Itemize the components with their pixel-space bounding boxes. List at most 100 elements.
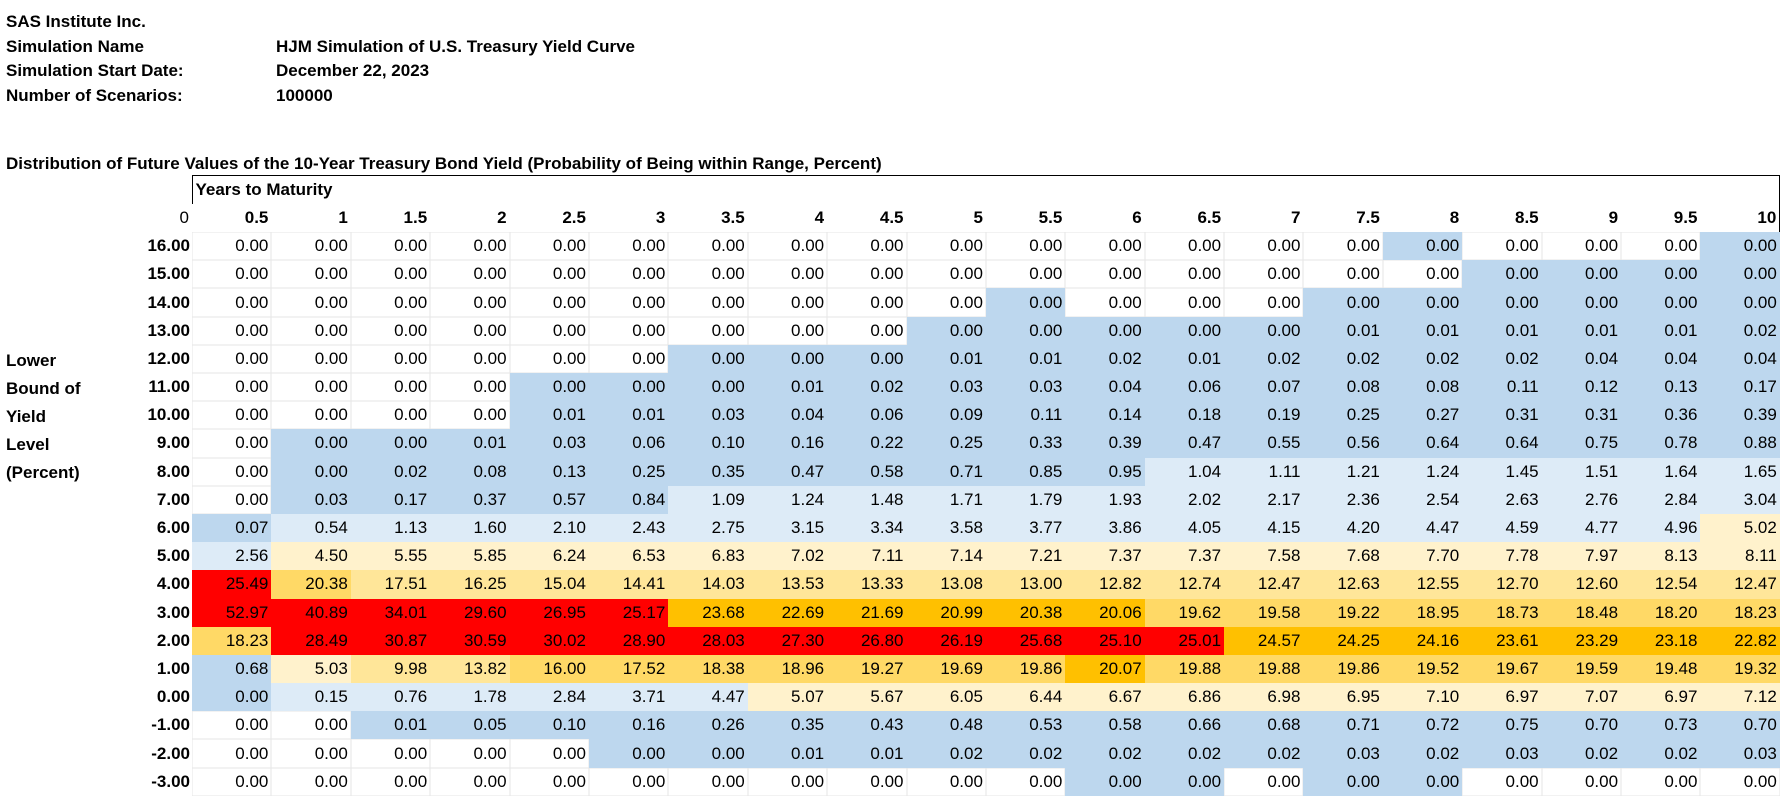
heatmap-cell: 0.01 bbox=[1462, 316, 1542, 345]
heatmap-cell: 0.01 bbox=[588, 401, 669, 430]
heatmap-cell: 0.00 bbox=[1541, 288, 1622, 317]
heatmap-cell: 6.05 bbox=[906, 683, 986, 712]
heatmap-cell: 24.57 bbox=[1224, 626, 1304, 655]
heatmap-cell: 0.01 bbox=[747, 373, 828, 402]
heatmap-cell: 25.17 bbox=[588, 598, 669, 627]
heatmap-cell: 0.00 bbox=[985, 288, 1066, 317]
heatmap-cell: 4.77 bbox=[1541, 513, 1622, 543]
heatmap-cell: 0.04 bbox=[747, 401, 828, 430]
heatmap-cell: 25.49 bbox=[192, 570, 272, 599]
column-header: 7.5 bbox=[1356, 207, 1380, 227]
heatmap-cell: 0.00 bbox=[192, 232, 272, 261]
heatmap-cell: 3.34 bbox=[827, 513, 907, 543]
heatmap-cell: 18.23 bbox=[1700, 598, 1780, 627]
heatmap-cell: 6.97 bbox=[1462, 683, 1542, 712]
heatmap-cell: 0.00 bbox=[1065, 767, 1145, 796]
heatmap-cell: 6.53 bbox=[588, 542, 669, 571]
row-label: 13.00 bbox=[147, 320, 190, 340]
heatmap-cell: 0.43 bbox=[827, 711, 907, 740]
heatmap-cell: 19.48 bbox=[1621, 654, 1701, 684]
heatmap-cell: 0.03 bbox=[1462, 739, 1542, 768]
heatmap-cell: 0.01 bbox=[1541, 316, 1622, 345]
heatmap-cell: 0.70 bbox=[1700, 711, 1780, 740]
heatmap-cell: 0.00 bbox=[1621, 767, 1701, 796]
heatmap-cell: 12.60 bbox=[1541, 570, 1622, 599]
heatmap-cell: 0.03 bbox=[668, 401, 748, 430]
heatmap-cell: 0.00 bbox=[668, 288, 748, 317]
heatmap-cell: 4.47 bbox=[668, 683, 748, 712]
heatmap-cell: 0.55 bbox=[1224, 429, 1304, 458]
heatmap-cell: 0.00 bbox=[192, 260, 272, 289]
heatmap-row: 2.00 18.23 28.49 30.87 30.59 30.02 28.90 28.03 2… bbox=[6, 626, 1780, 655]
heatmap-cell: 2.02 bbox=[1144, 485, 1225, 514]
heatmap-cell: 0.00 bbox=[588, 260, 669, 289]
heatmap-cell: 0.01 bbox=[1621, 316, 1701, 345]
heatmap-cell: 0.00 bbox=[588, 373, 669, 402]
heatmap-cell: 0.00 bbox=[668, 739, 748, 768]
heatmap-cell: 4.50 bbox=[271, 542, 351, 571]
heatmap-cell: 22.69 bbox=[747, 598, 828, 627]
row-label: 8.00 bbox=[156, 461, 190, 481]
column-header-row: 0 0.5 1 1.5 2 2.5 3 3.5 4 4.5 5 5.5 6 6.5 7 7.5 8 8.5 9 9.… bbox=[6, 203, 1781, 233]
heatmap-cell: 0.00 bbox=[827, 344, 907, 374]
heatmap-cell: 8.13 bbox=[1621, 542, 1701, 571]
heatmap-cell: 0.07 bbox=[1224, 373, 1304, 402]
heatmap-cell: 19.67 bbox=[1462, 654, 1542, 684]
heatmap-cell: 0.68 bbox=[192, 654, 272, 684]
heatmap-cell: 13.08 bbox=[906, 570, 986, 599]
column-header: 0.5 bbox=[244, 207, 269, 227]
column-header: 3.5 bbox=[721, 207, 745, 227]
heatmap-cell: 6.97 bbox=[1621, 683, 1701, 712]
heatmap-cell: 0.10 bbox=[509, 711, 589, 740]
heatmap-cell: 0.35 bbox=[668, 457, 748, 486]
heatmap-cell: 23.61 bbox=[1462, 626, 1542, 655]
heatmap-cell: 0.02 bbox=[1065, 344, 1145, 374]
heatmap-cell: 7.07 bbox=[1541, 683, 1622, 712]
heatmap-cell: 0.08 bbox=[1303, 373, 1383, 402]
heatmap-cell: 0.58 bbox=[827, 457, 907, 486]
heatmap-cell: 40.89 bbox=[271, 598, 351, 627]
heatmap-cell: 0.00 bbox=[1382, 288, 1463, 317]
heatmap-cell: 0.06 bbox=[827, 401, 907, 430]
heatmap-cell: 0.00 bbox=[985, 316, 1066, 345]
heatmap-cell: 0.70 bbox=[1541, 711, 1622, 740]
heatmap-cell: 0.64 bbox=[1382, 429, 1463, 458]
heatmap-cell: 0.72 bbox=[1382, 711, 1463, 740]
heatmap-cell: 0.00 bbox=[271, 739, 351, 768]
column-header: 9 bbox=[1608, 207, 1619, 227]
heatmap-cell: 0.00 bbox=[1303, 288, 1383, 317]
heatmap-cell: 0.00 bbox=[192, 683, 272, 712]
heatmap-cell: 0.00 bbox=[668, 232, 748, 261]
heatmap-cell: 13.00 bbox=[985, 570, 1066, 599]
heatmap-cell: 29.60 bbox=[430, 598, 510, 627]
table-title: Distribution of Future Values of the 10-… bbox=[6, 154, 882, 173]
heatmap-cell: 1.51 bbox=[1541, 457, 1622, 486]
heatmap-cell: 12.55 bbox=[1382, 570, 1463, 599]
heatmap-cell: 24.16 bbox=[1382, 626, 1463, 655]
heatmap-cell: 2.54 bbox=[1382, 485, 1463, 514]
column-header: 9.5 bbox=[1673, 207, 1698, 227]
heatmap-cell: 0.00 bbox=[192, 373, 272, 402]
heatmap-cell: 2.76 bbox=[1541, 485, 1622, 514]
heatmap-cell: 0.00 bbox=[192, 457, 272, 486]
heatmap-cell: 7.70 bbox=[1382, 542, 1463, 571]
heatmap-cell: 0.00 bbox=[509, 739, 589, 768]
heatmap-cell: 0.00 bbox=[1224, 232, 1304, 261]
heatmap-cell: 12.47 bbox=[1700, 570, 1780, 599]
heatmap-cell: 0.00 bbox=[430, 260, 510, 289]
heatmap-cell: 21.69 bbox=[827, 598, 907, 627]
heatmap-cell: 6.44 bbox=[985, 683, 1066, 712]
heatmap-cell: 2.75 bbox=[668, 513, 748, 543]
heatmap-row: 5.00 2.56 4.50 5.55 5.85 6.24 6.53 6.83 7.02 7.11… bbox=[6, 542, 1780, 571]
heatmap-cell: 0.00 bbox=[985, 767, 1066, 796]
heatmap-cell: 3.71 bbox=[588, 683, 669, 712]
company-name: SAS Institute Inc. bbox=[6, 12, 146, 31]
heatmap-cell: 2.63 bbox=[1462, 485, 1542, 514]
heatmap-cell: 0.00 bbox=[827, 316, 907, 345]
column-header: 3 bbox=[655, 207, 666, 227]
heatmap-cell: 4.59 bbox=[1462, 513, 1542, 543]
heatmap-cell: 0.04 bbox=[1541, 344, 1622, 374]
heatmap-cell: 12.63 bbox=[1303, 570, 1383, 599]
heatmap-cell: 1.24 bbox=[1382, 457, 1463, 486]
heatmap-cell: 0.01 bbox=[1303, 316, 1383, 345]
